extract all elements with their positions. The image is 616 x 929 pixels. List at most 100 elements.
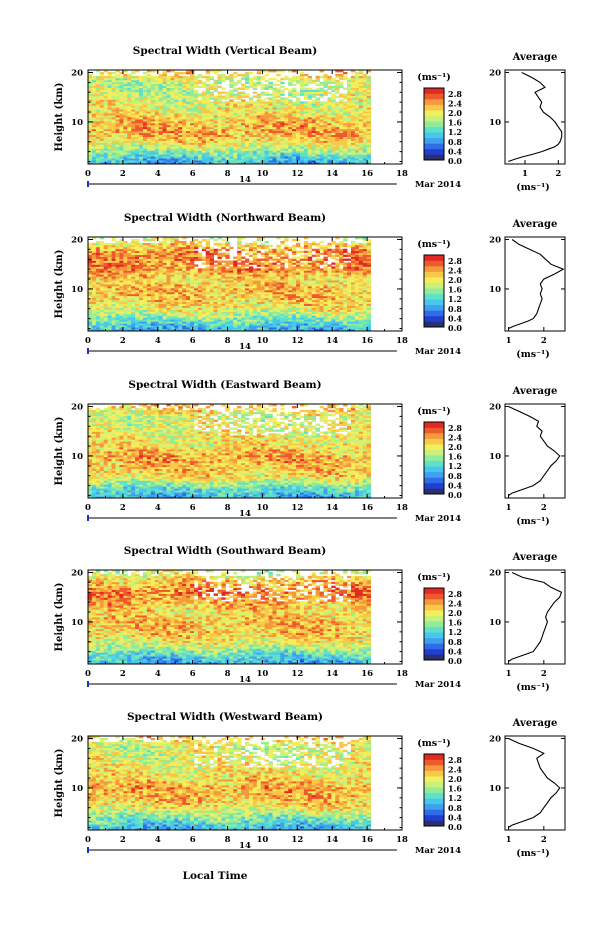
- heatmap-cell: [256, 303, 262, 306]
- heatmap-cell: [197, 299, 203, 303]
- heatmap-cell: [323, 109, 328, 112]
- heatmap-cell: [366, 317, 371, 320]
- heatmap-cell: [229, 95, 234, 98]
- heatmap-cell: [272, 289, 277, 293]
- heatmap-cell: [358, 95, 364, 98]
- heatmap-cell: [339, 93, 344, 96]
- heatmap-cell: [241, 319, 246, 322]
- heatmap-cell: [339, 95, 344, 98]
- heatmap-cell: [268, 144, 273, 147]
- heatmap-cell: [146, 91, 152, 94]
- heatmap-cell: [347, 307, 352, 310]
- heatmap-cell: [217, 148, 222, 151]
- heatmap-cell: [131, 113, 136, 116]
- heatmap-cell: [111, 117, 116, 120]
- heatmap-cell: [343, 321, 348, 324]
- heatmap-cell: [358, 117, 364, 120]
- heatmap-cell: [272, 154, 277, 157]
- heatmap-cell: [335, 79, 340, 83]
- heatmap-cell: [111, 284, 116, 287]
- heatmap-cell: [323, 307, 328, 310]
- heatmap-cell: [323, 305, 328, 308]
- heatmap-cell: [135, 124, 140, 128]
- heatmap-cell: [288, 289, 293, 293]
- heatmap-cell: [233, 136, 238, 139]
- heatmap-cell: [260, 148, 266, 151]
- heatmap-cell: [186, 307, 191, 310]
- heatmap-cell: [225, 152, 230, 155]
- heatmap-cell: [186, 291, 191, 295]
- heatmap-cell: [358, 152, 364, 155]
- heatmap-cell: [139, 154, 144, 157]
- heatmap-cell: [205, 284, 211, 287]
- heatmap-cell: [323, 287, 328, 291]
- heatmap-cell: [221, 148, 226, 151]
- heatmap-cell: [311, 105, 317, 108]
- heatmap-cell: [158, 95, 163, 98]
- heatmap-cell: [350, 87, 356, 90]
- heatmap-cell: [327, 124, 332, 128]
- heatmap-cell: [362, 140, 368, 143]
- heatmap-cell: [339, 138, 344, 141]
- heatmap-cell: [264, 140, 269, 143]
- heatmap-cell: [213, 325, 218, 328]
- heatmap-cell: [296, 118, 301, 122]
- heatmap-cell: [91, 160, 97, 163]
- heatmap-cell: [256, 158, 262, 161]
- heatmap-cell: [339, 77, 344, 81]
- heatmap-cell: [131, 144, 136, 147]
- heatmap-cell: [335, 299, 340, 303]
- heatmap-cell: [245, 130, 250, 134]
- heatmap-cell: [197, 126, 203, 130]
- heatmap-cell: [88, 142, 93, 145]
- heatmap-cell: [280, 132, 285, 136]
- heatmap-cell: [91, 130, 97, 134]
- heatmap-cell: [256, 287, 262, 291]
- heatmap-cell: [205, 140, 211, 143]
- heatmap-cell: [241, 107, 246, 110]
- heatmap-cell: [182, 105, 187, 108]
- heatmap-cell: [150, 115, 156, 118]
- heatmap-cell: [178, 156, 183, 159]
- heatmap-cell: [103, 317, 109, 320]
- heatmap-cell: [213, 85, 218, 89]
- heatmap-cell: [362, 325, 368, 328]
- heatmap-cell: [99, 315, 105, 318]
- heatmap-cell: [166, 289, 171, 293]
- heatmap-cell: [182, 152, 187, 155]
- heatmap-cell: [139, 118, 144, 122]
- heatmap-cell: [233, 150, 238, 153]
- heatmap-cell: [335, 83, 340, 87]
- heatmap-cell: [288, 321, 293, 324]
- heatmap-cell: [331, 146, 336, 149]
- heatmap-cell: [299, 299, 305, 303]
- heatmap-cell: [350, 148, 356, 151]
- heatmap-cell: [272, 144, 277, 147]
- heatmap-cell: [284, 99, 289, 102]
- heatmap-cell: [256, 146, 262, 149]
- heatmap-cell: [158, 325, 163, 328]
- heatmap-cell: [319, 126, 324, 130]
- heatmap-cell: [264, 118, 269, 122]
- heatmap-cell: [139, 148, 144, 151]
- heatmap-cell: [358, 160, 364, 163]
- heatmap-cell: [142, 101, 148, 104]
- heatmap-cell: [319, 103, 324, 106]
- heatmap-cell: [115, 158, 120, 161]
- heatmap-cell: [174, 109, 179, 112]
- heatmap-cell: [131, 132, 136, 136]
- heatmap-cell: [150, 128, 156, 132]
- heatmap-cell: [99, 293, 105, 297]
- heatmap-cell: [150, 150, 156, 153]
- heatmap-cell: [252, 150, 258, 153]
- heatmap-cell: [213, 140, 218, 143]
- heatmap-cell: [131, 77, 136, 81]
- heatmap-cell: [115, 99, 120, 102]
- heatmap-cell: [154, 313, 160, 316]
- heatmap-cell: [142, 85, 148, 89]
- heatmap-cell: [315, 93, 320, 96]
- heatmap-cell: [201, 91, 207, 94]
- heatmap-cell: [213, 79, 218, 83]
- heatmap-cell: [95, 109, 101, 112]
- heatmap-cell: [154, 285, 160, 289]
